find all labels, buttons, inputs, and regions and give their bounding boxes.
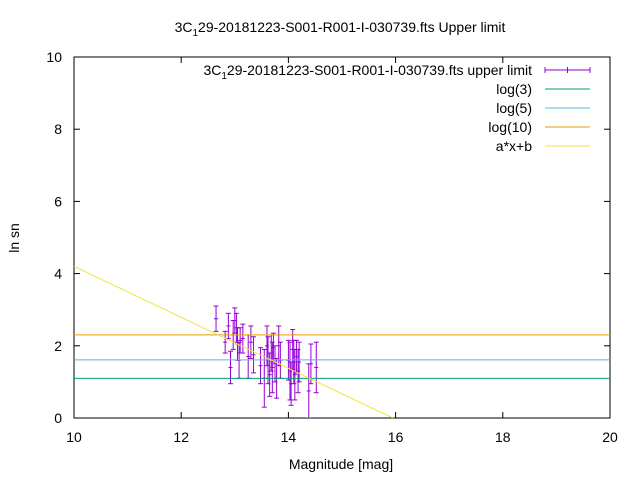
legend-label: log(5) (496, 100, 532, 116)
x-tick-label: 18 (495, 429, 511, 445)
x-tick-label: 10 (66, 429, 82, 445)
y-tick-label: 6 (54, 193, 62, 209)
y-tick-label: 8 (54, 121, 62, 137)
series-layer (74, 265, 610, 418)
data-point (213, 305, 219, 332)
title-part-2: 29-20181223-S001-R001-I-030739.fts Upper… (198, 19, 506, 35)
plot-border (73, 56, 611, 419)
x-tick-label: 16 (388, 429, 404, 445)
legend-label-subscript: 1 (221, 71, 227, 82)
y-tick-label: 4 (54, 266, 62, 282)
data-point (251, 336, 257, 374)
chart-title: 3C129-20181223-S001-R001-I-030739.fts Up… (175, 19, 506, 39)
data-point (240, 323, 246, 354)
y-tick-label: 2 (54, 338, 62, 354)
title-subscript: 1 (192, 28, 198, 39)
data-point (296, 341, 302, 383)
data-point (269, 341, 275, 394)
data-point (258, 347, 264, 385)
legend: 3C129-20181223-S001-R001-I-030739.fts up… (203, 62, 591, 154)
data-point (291, 339, 297, 385)
data-point (292, 348, 298, 401)
data-point (313, 341, 319, 394)
data-point (264, 325, 270, 367)
fit-line (74, 265, 394, 418)
legend-label: log(3) (496, 81, 532, 97)
legend-label: a*x+b (496, 138, 532, 154)
tick-labels: 10 12 14 16 18 20 0 2 4 6 8 10 (46, 49, 618, 445)
legend-label: 3C129-20181223-S001-R001-I-030739.fts up… (203, 62, 532, 82)
axes-frame (73, 56, 611, 419)
y-tick-label: 0 (54, 410, 62, 426)
data-point (295, 348, 301, 394)
legend-label: log(10) (488, 119, 532, 135)
x-axis-label: Magnitude [mag] (289, 456, 393, 472)
title-part-1: 3C (175, 19, 193, 35)
x-tick-label: 12 (173, 429, 189, 445)
data-point (248, 325, 254, 359)
y-axis-label: ln sn (6, 223, 22, 253)
data-point (308, 343, 314, 385)
data-point (237, 327, 243, 354)
data-point (245, 334, 251, 379)
x-tick-label: 20 (602, 429, 618, 445)
y-tick-label: 10 (46, 49, 62, 65)
legend-label-part: 29-20181223-S001-R001-I-030739.fts upper… (227, 62, 532, 78)
legend-label-part: 3C (203, 62, 221, 78)
x-tick-label: 14 (281, 429, 297, 445)
